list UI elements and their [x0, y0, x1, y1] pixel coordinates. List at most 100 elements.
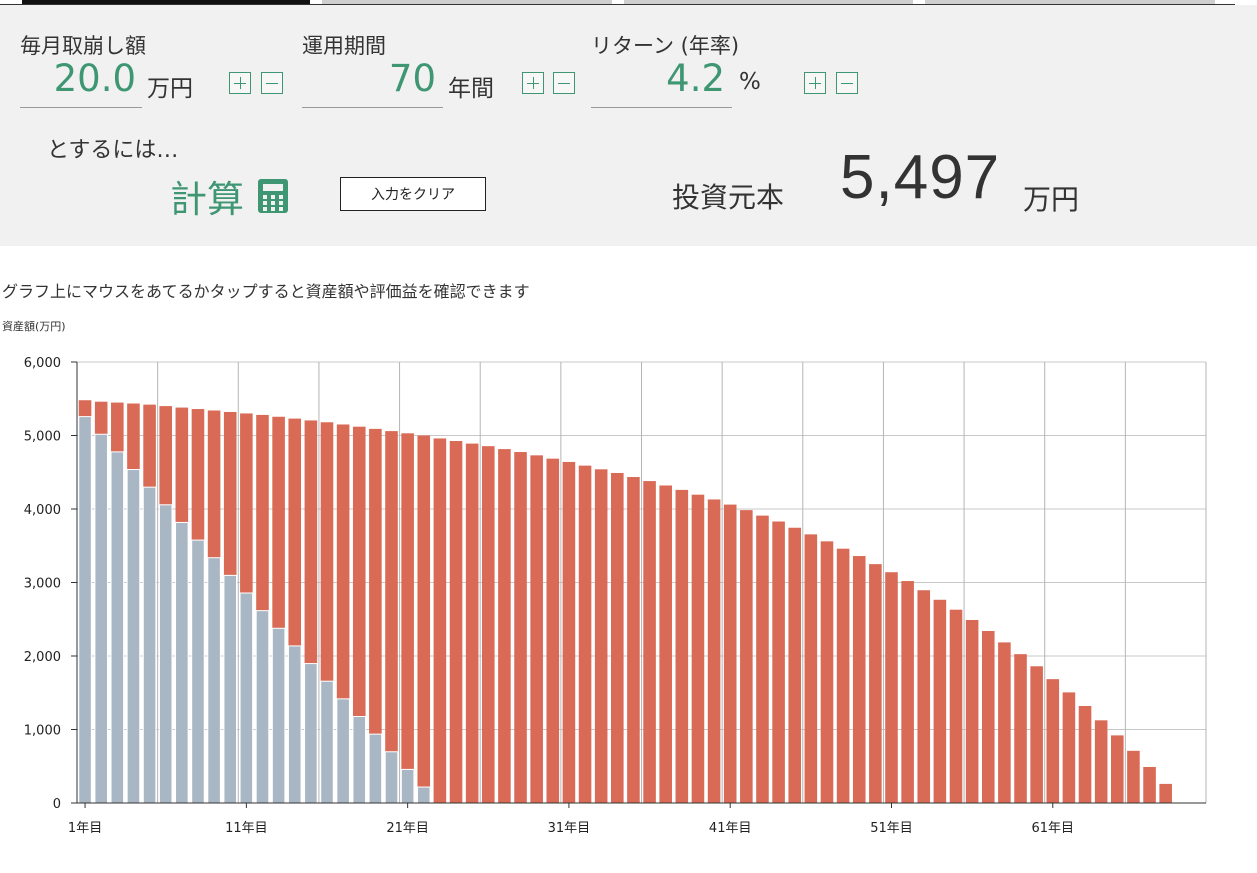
clear-input-button[interactable]: 入力をクリア [340, 177, 486, 211]
bar-principal [158, 504, 173, 804]
y-tick-label: 6,000 [24, 356, 61, 371]
period-underline [302, 107, 443, 108]
bar-gain [481, 446, 495, 803]
x-tick-label: 41年目 [709, 821, 752, 836]
bar-principal [304, 663, 318, 804]
bar-gain [352, 426, 366, 803]
bar-gain [949, 609, 963, 803]
calculate-label: 計算 [170, 178, 244, 221]
bar-principal [191, 539, 205, 804]
bar-gain [643, 481, 656, 803]
bar-principal [110, 451, 125, 804]
bar-principal [78, 416, 92, 804]
bar-principal [223, 574, 238, 804]
return-minus-icon[interactable] [836, 72, 858, 94]
bar-principal [336, 698, 350, 804]
bar-principal [94, 433, 108, 804]
bar-gain [1143, 766, 1156, 803]
bar-gain [417, 435, 431, 803]
tab-withdraw[interactable] [22, 0, 310, 4]
bar-gain [385, 431, 398, 803]
bar-gain [836, 548, 850, 803]
bar-principal [287, 645, 302, 804]
withdrawal-input[interactable]: 20.0 [53, 57, 136, 100]
chart-hint: グラフ上にマウスをあてるかタップすると資産額や評価益を確認できます [2, 282, 530, 301]
bar-gain [369, 428, 382, 803]
bar-gain [1159, 783, 1172, 803]
withdrawal-plus-icon[interactable] [229, 72, 251, 94]
y-axis-label: 資産額(万円) [2, 320, 66, 333]
bar-gain [981, 631, 995, 803]
bar-gain [1127, 750, 1140, 803]
period-label: 運用期間 [302, 34, 386, 58]
bar-gain [917, 590, 931, 803]
bar-gain [1062, 692, 1076, 803]
bar-gain [852, 556, 866, 803]
bar-gain [998, 642, 1011, 803]
bar-gain [514, 452, 527, 803]
bar-principal [400, 768, 415, 804]
bar-gain [433, 438, 447, 803]
y-tick-label: 5,000 [24, 430, 61, 445]
withdrawal-minus-icon[interactable] [261, 72, 283, 94]
bar-gain [1046, 679, 1060, 803]
tab-2[interactable] [322, 0, 612, 4]
period-minus-icon[interactable] [553, 72, 575, 94]
bar-principal [255, 610, 270, 804]
bar-principal [175, 521, 189, 804]
withdrawal-label: 毎月取崩し額 [20, 34, 146, 58]
bar-gain [449, 441, 463, 803]
bar-gain [965, 619, 979, 803]
y-tick-label: 2,000 [24, 650, 61, 665]
bar-gain [820, 541, 834, 803]
bar-gain [498, 449, 511, 803]
return-unit: % [739, 69, 761, 95]
return-label: リターン (年率) [591, 34, 740, 58]
return-input[interactable]: 4.2 [666, 57, 725, 100]
return-plus-icon[interactable] [804, 72, 826, 94]
bar-gain [1078, 705, 1092, 803]
x-tick-label: 51年目 [870, 821, 913, 836]
asset-bar-chart[interactable]: 0 1,000 2,000 3,000 4,000 5,000 6,000 1年目 11年目 21… [0, 340, 1257, 850]
bar-gain [772, 521, 785, 803]
x-tick-label: 61年目 [1032, 821, 1075, 836]
bar-gain [756, 515, 769, 803]
bar-principal [142, 486, 157, 804]
bar-principal [352, 715, 367, 804]
tab-4[interactable] [925, 0, 1215, 4]
bar-gain [1111, 735, 1124, 803]
period-unit: 年間 [448, 76, 494, 102]
result-label: 投資元本 [672, 181, 785, 214]
tab-3[interactable] [624, 0, 913, 4]
bar-principal [368, 733, 383, 804]
calculate-button[interactable]: 計算 [170, 172, 288, 221]
bar-gain [933, 599, 947, 803]
withdrawal-underline [20, 107, 142, 108]
period-input[interactable]: 70 [388, 57, 436, 100]
bar-gain [1094, 720, 1108, 803]
bar-gain [740, 510, 753, 803]
x-tick-label: 11年目 [225, 821, 268, 836]
x-tick-label: 31年目 [548, 821, 591, 836]
bar-gain [804, 534, 818, 803]
bar-gain [562, 461, 576, 803]
bar-gain [594, 469, 608, 803]
y-tick-label: 1,000 [24, 724, 61, 739]
return-underline [591, 107, 732, 108]
input-panel [0, 5, 1257, 246]
bar-principal [384, 751, 399, 804]
period-plus-icon[interactable] [522, 72, 544, 94]
bar-principal [126, 469, 141, 804]
bar-gain [723, 504, 737, 803]
bar-gain [611, 472, 624, 803]
tab-strip [0, 0, 1257, 5]
y-tick-label: 4,000 [24, 503, 61, 518]
y-tick-label: 0 [53, 797, 61, 812]
bar-gain [530, 455, 543, 803]
bar-gain [869, 564, 882, 803]
bar-gain [627, 477, 640, 803]
bar-principal [416, 786, 431, 804]
bar-principal [207, 557, 221, 804]
bar-gain [1030, 666, 1043, 803]
bar-principal [320, 680, 334, 804]
